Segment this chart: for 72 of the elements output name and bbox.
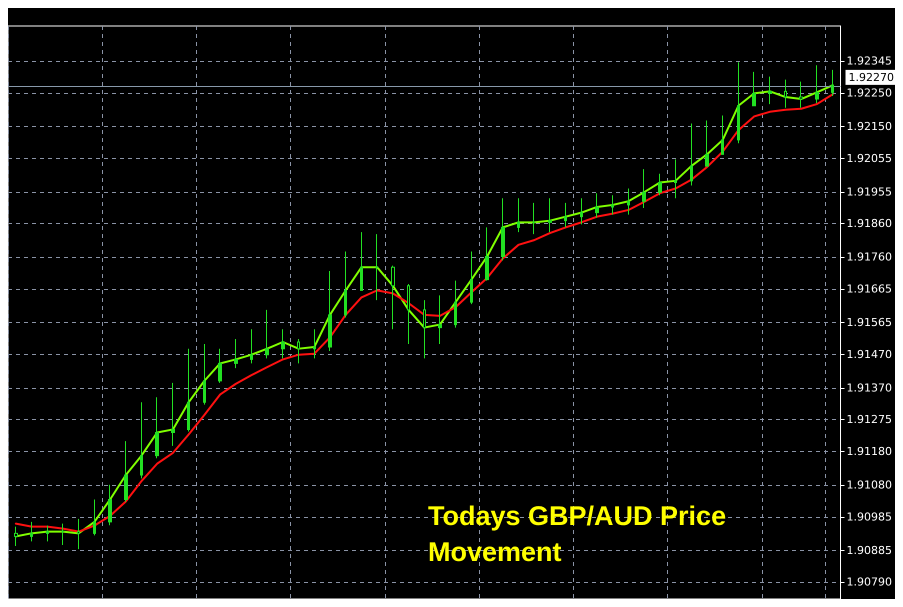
candlestick: [108, 484, 112, 526]
candlestick: [564, 202, 567, 228]
candlestick: [423, 300, 426, 359]
candlestick: [611, 194, 614, 216]
y-tick-label: 1.91470: [846, 348, 892, 361]
candlestick: [344, 251, 347, 318]
y-tick-label: 1.91860: [846, 217, 892, 230]
text: Todays GBP/AUD Price Movement: [428, 501, 734, 567]
candlestick: [784, 79, 787, 108]
candlestick: [218, 348, 222, 384]
candlestick: [77, 518, 80, 550]
y-tick-label: 1.91275: [846, 413, 892, 426]
candlestick: [391, 265, 395, 330]
candlestick: [485, 226, 489, 282]
candlestick: [627, 188, 630, 216]
y-tick-label: 1.92055: [846, 152, 892, 165]
candlestick: [250, 328, 253, 364]
candlestick: [737, 62, 740, 144]
candlestick: [124, 440, 128, 502]
candlestick: [171, 382, 175, 446]
y-tick-label: 1.91665: [846, 282, 892, 296]
candlestick: [360, 232, 363, 291]
y-tick-label: 1.92345: [846, 54, 892, 68]
y-tick-label: 1.90790: [846, 576, 892, 589]
y-tick-label: 1.91955: [846, 185, 892, 198]
candlestick: [46, 525, 49, 542]
candlestick: [454, 280, 457, 328]
candlestick: [265, 309, 269, 359]
candlestick: [438, 294, 442, 344]
candlestick: [30, 521, 33, 542]
candlestick: [281, 328, 285, 359]
candlestick: [815, 64, 819, 104]
candlestick: [642, 168, 646, 208]
y-tick-label: 1.91565: [846, 316, 892, 330]
candlestick: [14, 526, 18, 547]
candlestick: [658, 173, 662, 196]
candlestick: [93, 498, 96, 536]
candlestick: [328, 270, 332, 352]
candlestick: [548, 198, 552, 233]
candlestick: [580, 198, 583, 225]
y-tick-label: 1.91760: [846, 250, 892, 264]
candlestick: [799, 81, 803, 108]
candlestick: [313, 328, 316, 359]
candlestick: [61, 523, 65, 546]
candlestick: [690, 123, 693, 186]
y-tick-label: 1.91370: [846, 381, 892, 394]
y-tick-label: 1.92150: [846, 120, 892, 134]
candlestick: [234, 338, 238, 369]
candlestick: [831, 69, 834, 97]
candlestick: [595, 192, 599, 218]
candlestick: [407, 284, 410, 344]
candlestick: [674, 158, 677, 199]
candlestick: [375, 234, 379, 301]
candlestick: [752, 71, 756, 106]
candlestick: [517, 198, 520, 233]
candlestick: [721, 114, 724, 155]
candlestick: [155, 396, 159, 459]
candlestick: [532, 202, 536, 235]
y-tick-label: 1.91080: [846, 478, 892, 492]
candlestick: [470, 251, 473, 305]
y-tick-label: 1.90885: [846, 544, 892, 557]
candlestick: [187, 348, 190, 432]
candlestick: [203, 344, 206, 406]
y-tick-label: 1.91180: [846, 445, 892, 458]
candlestick: [297, 338, 300, 364]
candlestick: [768, 76, 772, 105]
candlestick: [705, 120, 709, 167]
candlestick: [501, 198, 505, 262]
ref-line-label: 1.92270: [848, 70, 894, 84]
candlestick: [140, 402, 143, 479]
y-tick-label: 1.92250: [846, 86, 892, 100]
y-tick-label: 1.90985: [846, 510, 892, 524]
